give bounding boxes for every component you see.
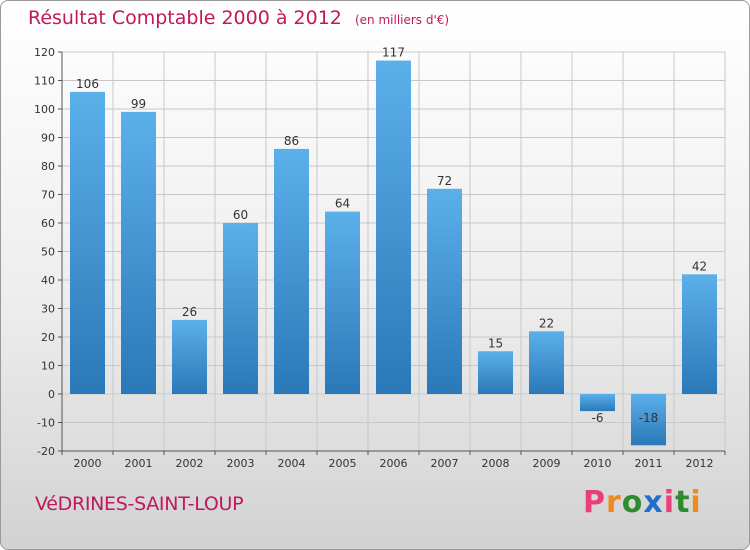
y-tick-label: 20 (41, 331, 55, 344)
x-tick-label: 2001 (125, 457, 153, 470)
value-label: 26 (182, 305, 197, 319)
bar-2010 (580, 394, 615, 412)
bar-2008 (478, 351, 513, 394)
brand-letter: r (606, 485, 622, 520)
bar-2009 (529, 331, 564, 394)
x-tick-label: 2006 (380, 457, 408, 470)
bar-2005 (325, 211, 360, 394)
brand-letter: i (663, 485, 676, 520)
x-tick-label: 2010 (584, 457, 612, 470)
value-label: 64 (335, 197, 350, 211)
value-label: 99 (131, 97, 146, 111)
chart-subtitle: (en milliers d'€) (354, 13, 450, 27)
y-tick-label: 100 (34, 103, 55, 116)
x-tick-label: 2003 (227, 457, 255, 470)
bar-2004 (274, 148, 309, 394)
brand-letter: x (643, 485, 664, 520)
y-tick-label: 10 (41, 360, 55, 373)
y-tick-label: 120 (34, 46, 55, 59)
y-tick-label: 50 (41, 246, 55, 259)
y-tick-label: 0 (48, 388, 55, 401)
x-tick-label: 2007 (431, 457, 459, 470)
value-label: -6 (592, 411, 604, 425)
x-tick-label: 2011 (635, 457, 663, 470)
brand-letter: o (621, 485, 644, 520)
value-label: 15 (488, 336, 503, 350)
value-label: 42 (692, 259, 707, 273)
x-tick-label: 2009 (533, 457, 561, 470)
value-label: 72 (437, 174, 452, 188)
x-tick-label: 2002 (176, 457, 204, 470)
bar-2007 (427, 188, 462, 394)
x-tick-label: 2004 (278, 457, 306, 470)
value-label: -18 (639, 411, 659, 425)
labels: -20 -10 0 10 20 30 40 50 60 70 80 90 100 110 120 106 200… (34, 46, 714, 470)
bar-2003 (223, 223, 258, 394)
value-label: 117 (382, 46, 405, 60)
y-tick-label: -10 (37, 417, 55, 430)
y-tick-label: 30 (41, 303, 55, 316)
chart-header: Résultat Comptable 2000 à 2012 (en milli… (28, 7, 449, 29)
bar-2002 (172, 319, 207, 394)
x-tick-label: 2008 (482, 457, 510, 470)
bar-2011 (631, 394, 666, 446)
y-tick-label: 40 (41, 274, 55, 287)
commune-name: VéDRINES-SAINT-LOUP (35, 493, 244, 515)
x-tick-label: 2005 (329, 457, 357, 470)
brand-letter: P (583, 485, 606, 520)
bar-2006 (376, 60, 411, 395)
y-tick-label: 70 (41, 189, 55, 202)
value-label: 60 (233, 208, 248, 222)
bar-2000 (70, 91, 105, 395)
y-tick-label: 80 (41, 160, 55, 173)
x-tick-label: 2000 (74, 457, 102, 470)
value-label: 106 (76, 77, 99, 91)
chart-title: Résultat Comptable 2000 à 2012 (28, 7, 342, 29)
bar-2012 (682, 274, 717, 394)
x-tick-label: 2012 (686, 457, 714, 470)
value-label: 86 (284, 134, 299, 148)
y-tick-label: 110 (34, 75, 55, 88)
brand-logo[interactable]: Proxiti (583, 485, 702, 520)
bar-2001 (121, 111, 156, 394)
brand-letter: t (675, 485, 691, 520)
value-label: 22 (539, 316, 554, 330)
bars (70, 60, 717, 446)
y-tick-label: -20 (37, 445, 55, 458)
y-tick-label: 90 (41, 132, 55, 145)
axes (58, 51, 726, 455)
y-tick-label: 60 (41, 217, 55, 230)
brand-letter: i (690, 485, 702, 520)
